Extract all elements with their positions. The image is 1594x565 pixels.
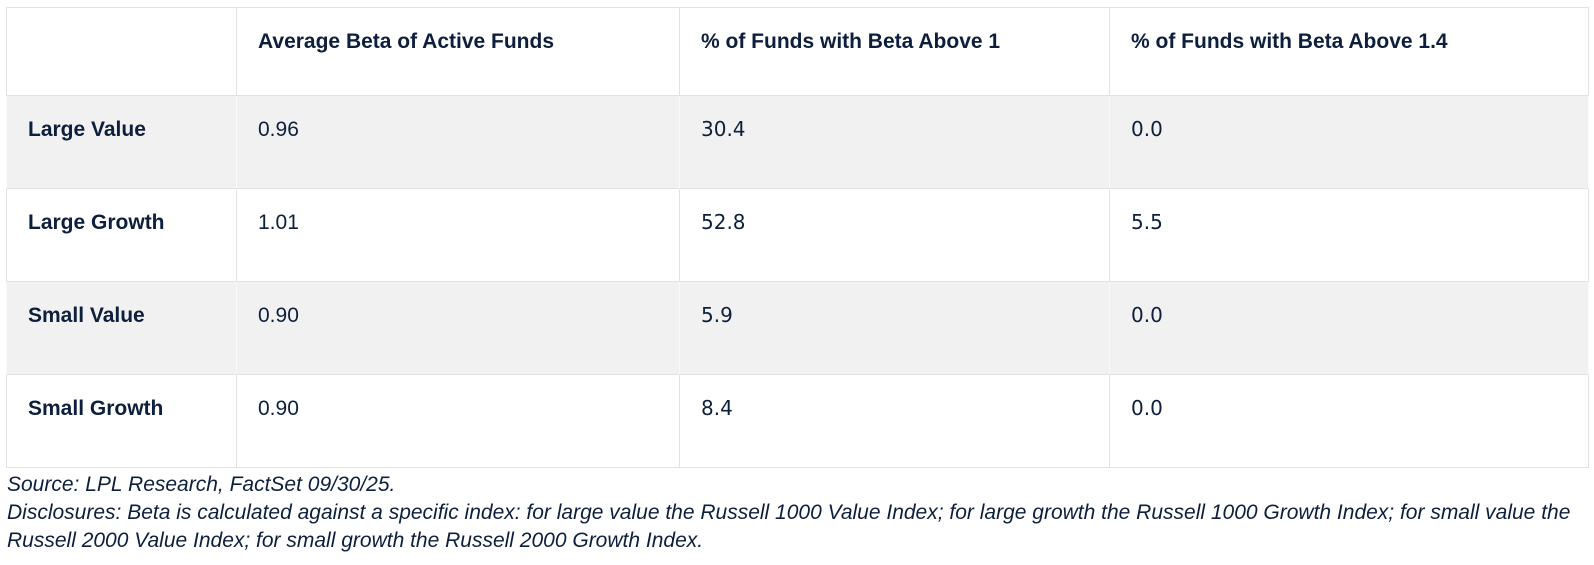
source-note: Source: LPL Research, FactSet 09/30/25.: [7, 473, 396, 496]
cell-value: 0.90: [237, 282, 680, 375]
table-row: Small Growth 0.90 8.4 0.0: [6, 375, 1589, 468]
cell-value: 30.4: [680, 96, 1110, 189]
column-header-beta-above-1: % of Funds with Beta Above 1: [680, 7, 1110, 96]
column-header-empty: [6, 7, 237, 96]
column-header-average-beta: Average Beta of Active Funds: [237, 7, 680, 96]
footnotes: Source: LPL Research, FactSet 09/30/25. …: [6, 471, 1585, 555]
cell-value: 8.4: [680, 375, 1110, 468]
table-row: Small Value 0.90 5.9 0.0: [6, 282, 1589, 375]
cell-value: 0.0: [1110, 282, 1589, 375]
cell-value: 1.01: [237, 189, 680, 282]
row-label: Large Value: [6, 96, 237, 189]
row-label: Small Growth: [6, 375, 237, 468]
cell-value: 5.5: [1110, 189, 1589, 282]
cell-value: 0.90: [237, 375, 680, 468]
table-row: Large Value 0.96 30.4 0.0: [6, 96, 1589, 189]
cell-value: 0.96: [237, 96, 680, 189]
cell-value: 0.0: [1110, 96, 1589, 189]
cell-value: 0.0: [1110, 375, 1589, 468]
disclosures-note: Disclosures: Beta is calculated against …: [7, 500, 1571, 552]
cell-value: 5.9: [680, 282, 1110, 375]
row-label: Large Growth: [6, 189, 237, 282]
column-header-beta-above-1-4: % of Funds with Beta Above 1.4: [1110, 7, 1589, 96]
row-label: Small Value: [6, 282, 237, 375]
cell-value: 52.8: [680, 189, 1110, 282]
table-header-row: Average Beta of Active Funds % of Funds …: [6, 7, 1589, 96]
table-row: Large Growth 1.01 52.8 5.5: [6, 189, 1589, 282]
beta-table: Average Beta of Active Funds % of Funds …: [6, 7, 1589, 468]
